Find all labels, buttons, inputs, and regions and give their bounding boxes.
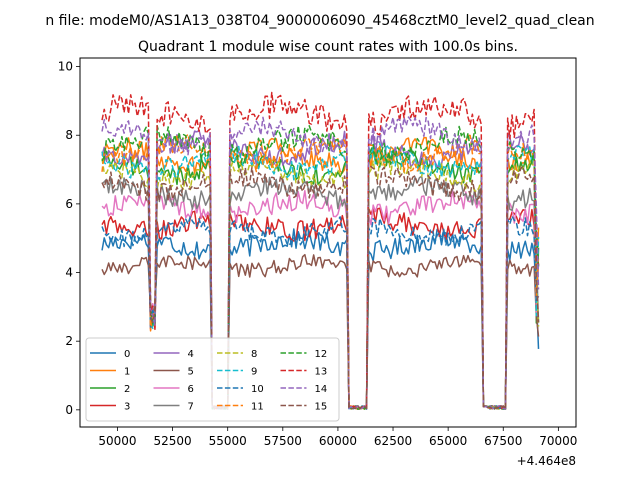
series-line-2 <box>101 148 540 410</box>
series-line-9 <box>101 142 540 410</box>
legend-label-9: 9 <box>251 367 257 378</box>
x-axis: 50000 52500 55000 57500 60000 62500 65000 67500… <box>98 427 577 448</box>
x-tick-label: 50000 <box>98 434 136 448</box>
legend-box <box>85 337 340 422</box>
legend-label-11: 11 <box>251 402 264 413</box>
x-tick-label: 60000 <box>319 434 357 448</box>
series-line-6 <box>101 189 540 410</box>
legend-label-15: 15 <box>315 402 328 413</box>
y-axis: 0 2 4 6 8 10 <box>58 60 80 417</box>
legend-label-5: 5 <box>188 367 194 378</box>
x-tick-label: 65000 <box>429 434 467 448</box>
series-line-3 <box>101 207 540 410</box>
series-line-13 <box>101 91 540 410</box>
x-tick-label: 57500 <box>264 434 302 448</box>
x-tick-label: 70000 <box>539 434 577 448</box>
x-tick-label: 52500 <box>153 434 191 448</box>
legend-label-8: 8 <box>251 349 257 360</box>
series-line-5 <box>101 253 540 410</box>
axes-frame <box>79 57 577 428</box>
y-tick-label: 0 <box>65 403 73 417</box>
legend-label-3: 3 <box>124 402 130 413</box>
legend-label-13: 13 <box>315 367 328 378</box>
series-line-12 <box>101 124 540 410</box>
series-line-0 <box>101 228 540 410</box>
chart-title: Quadrant 1 module wise count rates with … <box>138 39 518 55</box>
y-tick-label: 8 <box>65 128 73 142</box>
x-offset-label: +4.464e8 <box>517 454 576 468</box>
legend-label-10: 10 <box>251 384 264 395</box>
legend-label-2: 2 <box>124 384 130 395</box>
legend-label-12: 12 <box>315 349 328 360</box>
legend-label-6: 6 <box>188 384 194 395</box>
x-tick-label: 67500 <box>484 434 522 448</box>
y-tick-label: 10 <box>58 60 73 74</box>
x-tick-label: 62500 <box>374 434 412 448</box>
y-tick-label: 2 <box>65 334 73 348</box>
series-layer <box>101 91 540 410</box>
legend-label-14: 14 <box>315 384 328 395</box>
series-line-15 <box>101 165 540 410</box>
legend-label-1: 1 <box>124 367 130 378</box>
y-tick-label: 6 <box>65 197 73 211</box>
series-line-1 <box>101 136 540 410</box>
x-tick-label: 55000 <box>209 434 247 448</box>
series-line-14 <box>101 116 540 410</box>
series-line-10 <box>101 215 540 410</box>
legend-label-4: 4 <box>188 349 194 360</box>
legend-label-7: 7 <box>188 402 194 413</box>
legend-label-0: 0 <box>124 349 130 360</box>
figure-suptitle: n file: modeM0/AS1A13_038T04_9000006090_… <box>45 13 594 29</box>
y-tick-label: 4 <box>65 266 73 280</box>
